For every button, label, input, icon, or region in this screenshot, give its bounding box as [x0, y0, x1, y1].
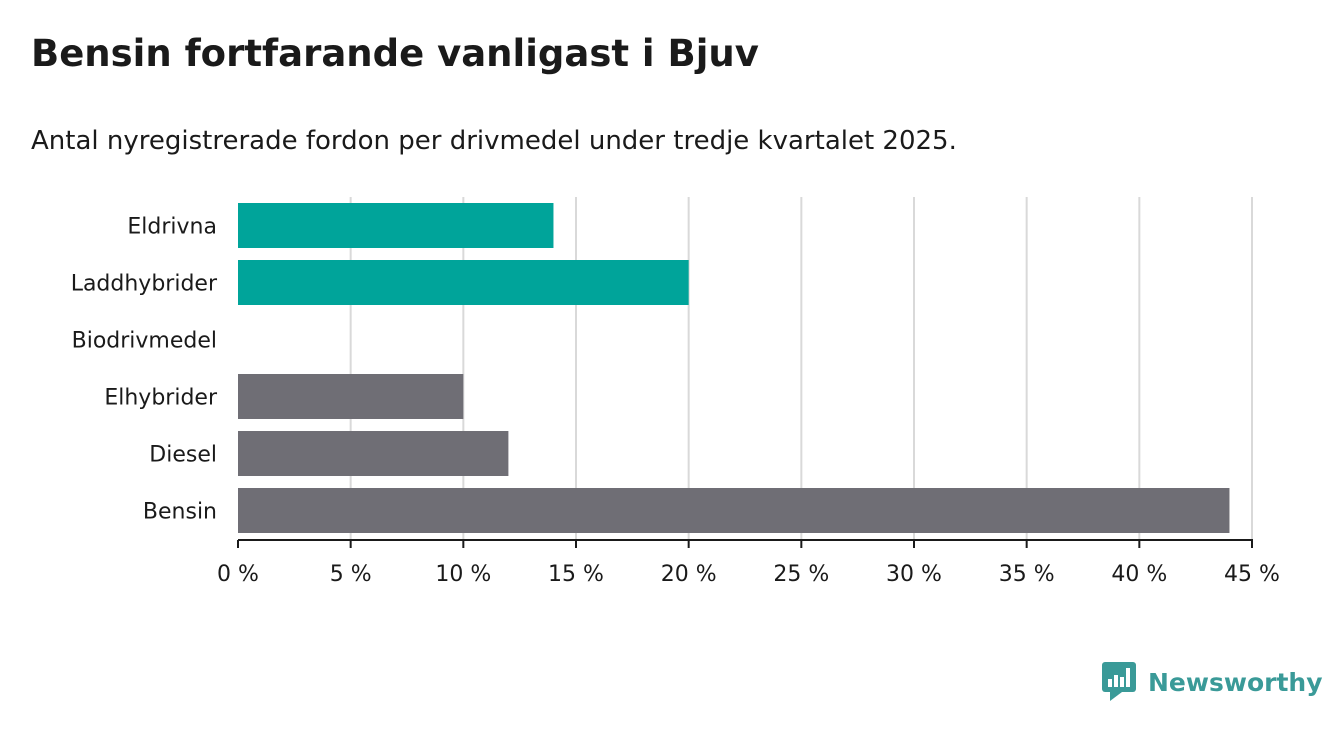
x-tick-label: 10 %: [435, 562, 491, 587]
x-tick-label: 5 %: [330, 562, 372, 587]
bars: [238, 203, 1230, 533]
x-tick-label: 45 %: [1224, 562, 1280, 587]
bar-eldrivna: [238, 203, 554, 248]
bar-bensin: [238, 488, 1230, 533]
category-label: Biodrivmedel: [72, 329, 217, 354]
newsworthy-brand: Newsworthy: [1102, 662, 1323, 702]
newsworthy-logo-icon: [1102, 662, 1136, 701]
x-axis: 0 % 5 % 10 % 15 % 20 % 25 % 30 % 35 % 40 % 45 %: [217, 539, 1280, 587]
brand-name: Newsworthy: [1148, 667, 1323, 697]
chart-subtitle: Antal nyregistrerade fordon per drivmede…: [31, 126, 957, 156]
category-label: Eldrivna: [127, 215, 217, 240]
bar-elhybrider: [238, 374, 464, 419]
category-labels: Eldrivna Laddhybrider Biodrivmedel Elhybrid…: [71, 215, 218, 525]
x-tick-label: 25 %: [773, 562, 829, 587]
x-tick-label: 35 %: [999, 562, 1055, 587]
bar-laddhybrider: [238, 260, 689, 305]
gridlines: [349, 197, 1253, 540]
x-tick-label: 0 %: [217, 562, 259, 587]
category-label: Diesel: [149, 443, 217, 468]
x-tick-label: 40 %: [1111, 562, 1167, 587]
category-label: Elhybrider: [104, 386, 218, 411]
x-tick-label: 30 %: [886, 562, 942, 587]
x-tick-label: 20 %: [661, 562, 717, 587]
category-label: Bensin: [143, 500, 217, 525]
chart-title: Bensin fortfarande vanligast i Bjuv: [31, 32, 759, 75]
bar-diesel: [238, 431, 509, 476]
x-tick-label: 15 %: [548, 562, 604, 587]
category-label: Laddhybrider: [71, 272, 218, 297]
